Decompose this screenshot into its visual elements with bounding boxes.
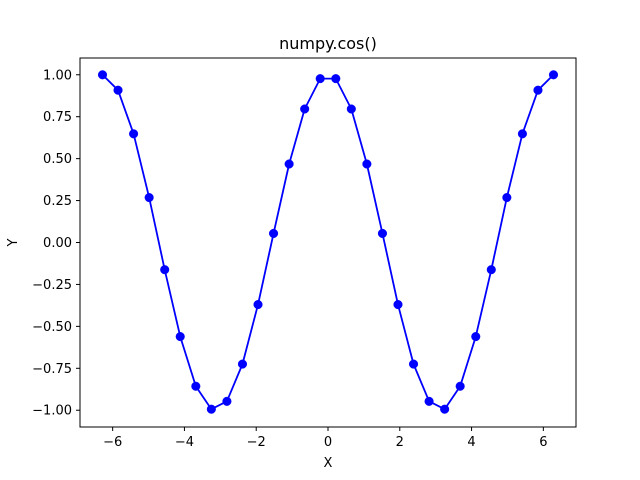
data-point (300, 104, 310, 114)
data-point (191, 381, 201, 391)
data-point (269, 228, 279, 238)
y-tick-label: 0.50 (43, 152, 72, 167)
data-point (129, 129, 139, 139)
data-point (237, 359, 248, 369)
x-axis-label: X (324, 456, 333, 471)
y-tick-label: 0.00 (43, 236, 72, 251)
data-point (455, 381, 465, 391)
y-axis: −1.00 −0.75 −0.50 −0.25 0.00 0.25 0.50 0.75 1.00 (32, 68, 80, 419)
data-point (346, 104, 356, 114)
data-point (424, 396, 434, 406)
data-point (144, 192, 154, 203)
y-tick-label: −0.25 (32, 278, 72, 293)
y-tick-label: −0.50 (32, 320, 72, 335)
data-point (97, 70, 108, 80)
data-point (408, 359, 419, 369)
data-point (253, 300, 263, 310)
data-point (284, 159, 294, 169)
data-point (377, 228, 387, 238)
y-tick-label: −1.00 (32, 404, 72, 419)
data-point (440, 404, 450, 414)
x-tick-label: −2 (247, 435, 266, 450)
data-point (315, 74, 325, 84)
data-point (517, 129, 527, 139)
data-point (486, 265, 496, 275)
data-point (393, 300, 403, 310)
y-tick-label: 0.75 (43, 110, 72, 125)
data-point (113, 85, 123, 95)
data-point (160, 265, 170, 275)
y-axis-label: Y (6, 238, 21, 247)
x-tick-label: −6 (103, 435, 122, 450)
plot-series (97, 70, 559, 414)
data-point (222, 396, 232, 406)
y-tick-label: −0.75 (32, 362, 72, 377)
data-point (331, 74, 341, 84)
data-point (206, 404, 216, 414)
data-point (533, 85, 543, 95)
x-axis: −6 −4 −2 0 2 4 6 (103, 427, 547, 450)
data-point (175, 332, 185, 342)
series-line (101, 74, 555, 411)
data-point (471, 332, 481, 342)
data-point (502, 192, 512, 203)
data-point (548, 70, 559, 80)
x-tick-label: 6 (539, 435, 547, 450)
chart-title: numpy.cos() (279, 34, 377, 53)
x-tick-label: 0 (324, 435, 332, 450)
y-tick-label: 1.00 (43, 68, 72, 83)
data-point (362, 159, 372, 169)
x-tick-label: −4 (175, 435, 194, 450)
x-tick-label: 2 (396, 435, 404, 450)
x-tick-label: 4 (467, 435, 475, 450)
y-tick-label: 0.25 (43, 194, 72, 209)
